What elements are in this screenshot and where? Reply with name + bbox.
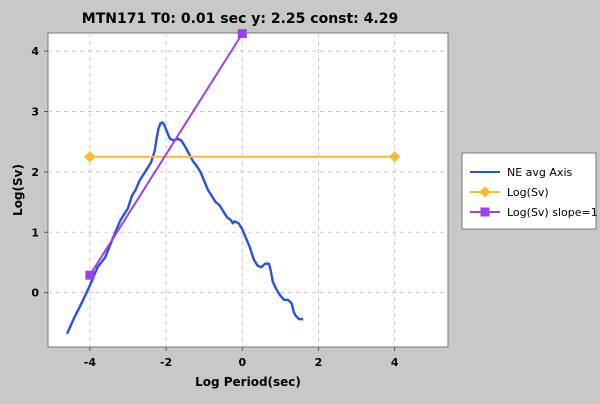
y-tick-label: 4 (31, 45, 39, 58)
legend-label: Log(Sv) (507, 186, 549, 199)
x-tick-label: 0 (238, 356, 246, 369)
legend-item: Log(Sv) slope=1 (470, 206, 598, 219)
x-axis-label: Log Period(sec) (195, 375, 301, 389)
legend-label: Log(Sv) slope=1 (507, 206, 598, 219)
y-tick-label: 2 (31, 166, 39, 179)
series-layer (65, 29, 401, 335)
plot-area (47, 32, 449, 348)
y-tick-label: 1 (31, 226, 39, 239)
data-point (84, 151, 96, 163)
axis-ticks: -4 -2 0 2 4 0 1 2 3 4 (31, 45, 398, 369)
series-3 (85, 29, 247, 280)
legend-entries: NE avg Axis Log(Sv) Log(Sv) slope=1 (470, 166, 598, 219)
y-axis-label: Log(Sv) (11, 164, 25, 216)
x-tick-label: 4 (391, 356, 399, 369)
series-line (89, 33, 244, 276)
y-tick-label: 3 (31, 106, 39, 119)
legend-marker (479, 186, 491, 198)
chart-title: MTN171 T0: 0.01 sec y: 2.25 const: 4.29 (82, 11, 398, 27)
series-1 (65, 121, 304, 335)
series-2 (84, 151, 401, 163)
data-point (237, 29, 247, 39)
data-point (388, 151, 401, 163)
x-tick-label: -4 (84, 356, 97, 369)
legend-marker (480, 207, 490, 217)
x-tick-label: -2 (160, 356, 172, 369)
x-tick-label: 2 (315, 356, 323, 369)
series-line (65, 121, 304, 335)
data-point (85, 270, 95, 280)
legend-label: NE avg Axis (507, 166, 572, 179)
legend-item: Log(Sv) (470, 186, 549, 199)
legend-item: NE avg Axis (470, 166, 572, 179)
y-tick-label: 0 (31, 287, 39, 300)
